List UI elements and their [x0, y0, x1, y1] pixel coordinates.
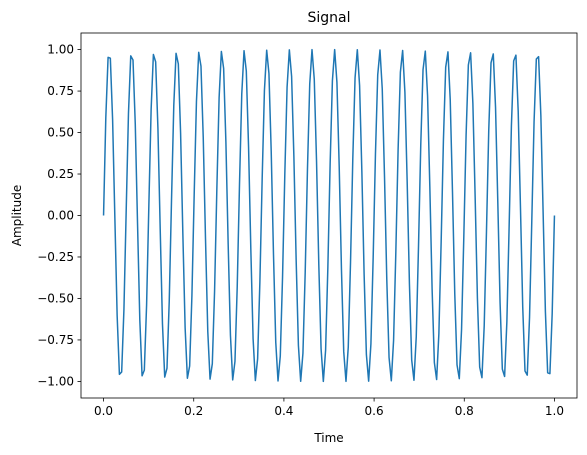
y-tick-label: 0.50: [47, 126, 74, 140]
x-tick-label: 0.6: [365, 404, 384, 418]
y-tick-label: 0.25: [47, 167, 74, 181]
y-tick-label: 0.00: [47, 209, 74, 223]
plot-area: [102, 48, 556, 383]
y-tick-label: −0.25: [37, 250, 74, 264]
y-tick-label: −1.00: [37, 374, 74, 388]
x-tick-label: 0.4: [274, 404, 293, 418]
x-tick-label: 0.2: [184, 404, 203, 418]
x-tick-label: 1.0: [545, 404, 564, 418]
x-tick-label: 0.8: [455, 404, 474, 418]
y-tick-label: −0.50: [37, 291, 74, 305]
x-axis-label: Time: [313, 431, 343, 445]
y-tick-label: 1.00: [47, 43, 74, 57]
x-axis: 0.0 0.2 0.4 0.6 0.8 1.0: [94, 398, 564, 418]
y-tick-label: 0.75: [47, 84, 74, 98]
x-tick-label: 0.0: [94, 404, 113, 418]
chart-title: Signal: [307, 10, 350, 26]
series-line-0: [102, 48, 556, 383]
y-tick-label: −0.75: [37, 333, 74, 347]
y-axis: −1.00 −0.75 −0.50 −0.25 0.00 0.25 0.50 0.75 1.00: [37, 43, 81, 388]
y-axis-label: Amplitude: [10, 185, 24, 247]
